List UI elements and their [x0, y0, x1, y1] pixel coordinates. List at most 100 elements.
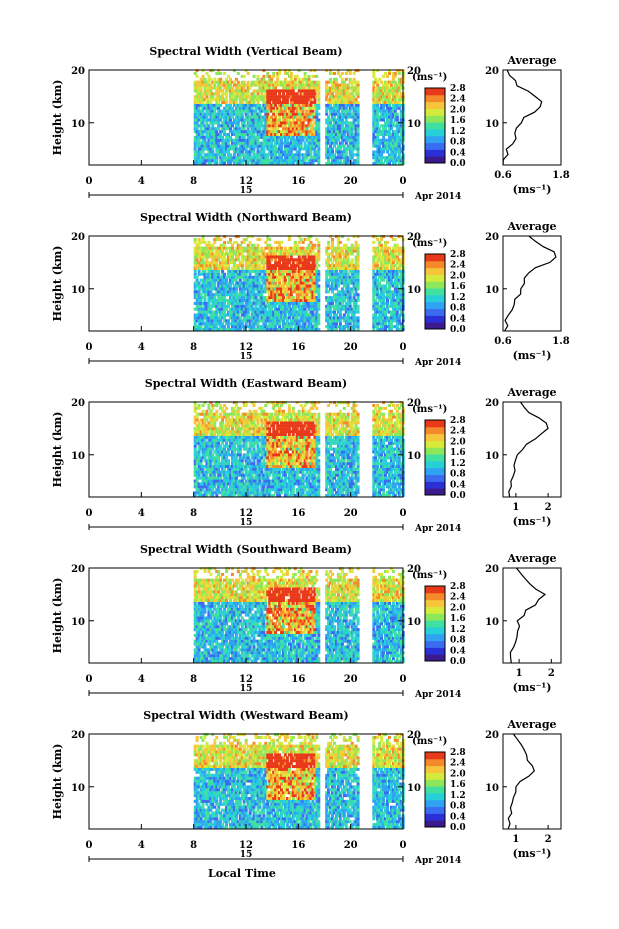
heatmap-cell	[211, 243, 215, 247]
heatmap-cell	[350, 261, 354, 265]
heatmap-cell	[327, 153, 331, 157]
heatmap-cell	[283, 153, 287, 157]
heatmap-cell	[256, 246, 260, 250]
heatmap-cell	[285, 118, 289, 122]
heatmap-cell	[297, 109, 301, 113]
heatmap-cell	[264, 141, 268, 145]
heatmap-cell	[211, 281, 215, 285]
heatmap-cell	[231, 159, 234, 163]
heatmap-cell	[346, 103, 350, 107]
heatmap-cell	[352, 89, 356, 93]
heatmap-cell	[197, 304, 201, 308]
heatmap-cell	[335, 112, 338, 116]
heatmap-cell	[287, 86, 291, 90]
average-title: Average	[506, 54, 556, 67]
heatmap-cell	[333, 118, 336, 122]
heatmap-cell	[356, 287, 360, 291]
heatmap-cell	[309, 92, 313, 96]
heatmap-cell	[346, 115, 350, 119]
heatmap-cell	[386, 162, 389, 165]
heatmap-cell	[211, 106, 215, 110]
heatmap-cell	[225, 118, 229, 122]
heatmap-cell	[207, 328, 211, 331]
heatmap-cell	[252, 135, 256, 139]
heatmap-cell	[219, 243, 223, 247]
heatmap-cell	[215, 133, 219, 136]
heatmap-cell	[350, 86, 354, 90]
heatmap-cell	[254, 118, 258, 122]
heatmap-cell	[317, 92, 321, 96]
heatmap-cell	[195, 121, 199, 125]
heatmap-cell	[393, 95, 397, 99]
heatmap-cell	[211, 69, 215, 73]
heatmap-cell	[193, 319, 197, 323]
heatmap-cell	[346, 112, 350, 116]
heatmap-cell	[272, 86, 276, 90]
heatmap-cell	[240, 147, 244, 151]
heatmap-cell	[388, 138, 391, 142]
heatmap-cell	[213, 121, 217, 125]
heatmap-cell	[238, 150, 242, 154]
heatmap-cell	[399, 130, 403, 134]
heatmap-cell	[395, 69, 399, 73]
heatmap-cell	[203, 310, 207, 314]
heatmap-cell	[207, 249, 211, 253]
heatmap-cell	[205, 109, 209, 113]
heatmap-cell	[260, 284, 264, 288]
heatmap-cell	[384, 141, 387, 145]
heatmap-cell	[207, 144, 211, 148]
heatmap-cell	[232, 147, 236, 151]
heatmap-cell	[299, 101, 303, 104]
heatmap-cell	[258, 130, 262, 134]
heatmap-cell	[207, 77, 211, 81]
heatmap-cell	[240, 130, 244, 134]
heatmap-cell	[205, 133, 209, 136]
heatmap-cell	[346, 95, 350, 99]
heatmap-cell	[329, 121, 333, 125]
heatmap-cell	[307, 144, 311, 148]
heatmap-cell	[193, 258, 197, 262]
heatmap-cell	[354, 109, 358, 113]
heatmap-cell	[242, 138, 246, 142]
heatmap-cell	[199, 83, 203, 87]
heatmap-cell	[193, 156, 197, 160]
heatmap-cell	[195, 138, 199, 142]
heatmap-cell	[256, 159, 260, 163]
heatmap-cell	[283, 150, 287, 154]
heatmap-cell	[382, 98, 386, 102]
heatmap-cell	[262, 153, 266, 157]
heatmap-cell	[240, 261, 244, 265]
heatmap-cell	[203, 287, 207, 291]
heatmap-cell	[205, 86, 209, 90]
heatmap-cell	[203, 249, 207, 253]
heatmap-cell	[376, 238, 380, 241]
heatmap-cell	[338, 98, 342, 102]
heatmap-cell	[213, 301, 217, 305]
heatmap-cell	[346, 121, 350, 125]
heatmap-cell	[344, 89, 348, 93]
heatmap-cell	[205, 252, 209, 256]
heatmap-cell	[270, 141, 274, 145]
heatmap-cell	[287, 316, 291, 320]
heatmap-cell	[231, 109, 234, 113]
heatmap-cell	[246, 92, 250, 96]
heatmap-cell	[395, 112, 399, 116]
heatmap-cell	[203, 83, 207, 87]
heatmap-cell	[397, 141, 401, 145]
heatmap-cell	[209, 255, 213, 259]
heatmap-cell	[274, 130, 278, 134]
heatmap-cell	[211, 275, 215, 279]
heatmap-cell	[236, 133, 240, 136]
heatmap-cell	[295, 98, 299, 102]
heatmap-cell	[238, 130, 242, 134]
heatmap-cell	[307, 238, 311, 241]
heatmap-cell	[215, 150, 219, 154]
heatmap-cell	[274, 80, 278, 84]
heatmap-cell	[317, 103, 321, 107]
heatmap-cell	[256, 92, 260, 96]
heatmap-cell	[221, 310, 225, 314]
heatmap-cell	[276, 156, 280, 160]
heatmap-cell	[258, 83, 262, 87]
heatmap-cell	[268, 101, 272, 104]
heatmap-cell	[236, 135, 240, 139]
